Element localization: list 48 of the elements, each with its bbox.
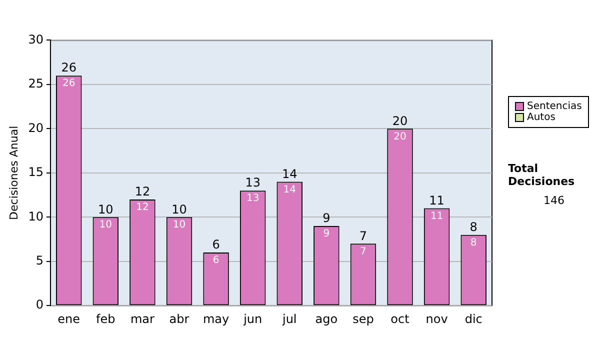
total-label: 13 <box>245 176 260 190</box>
text: Total Decisiones <box>508 162 576 188</box>
y-tick-label: 30 <box>28 32 44 46</box>
y-axis-title: Decisiones Anual <box>7 126 20 220</box>
data-label: 6 <box>212 255 220 266</box>
data-label: 13 <box>246 193 260 204</box>
legend-label: Autos <box>527 112 556 123</box>
total-label: 8 <box>470 220 478 234</box>
data-label: 20 <box>394 131 406 142</box>
x-tick-label: abr <box>169 312 190 326</box>
y-tick-label: 0 <box>36 298 44 312</box>
y-tick-label: 10 <box>28 209 44 224</box>
x-tick-label: may <box>202 312 230 326</box>
total-label: 20 <box>392 114 408 128</box>
data-label: 11 <box>430 210 444 222</box>
total-label: 14 <box>282 166 298 181</box>
data-label: 9 <box>323 228 330 240</box>
data-label: 14 <box>283 184 296 196</box>
y-tick-label: 20 <box>28 120 44 135</box>
x-tick-label: sep <box>352 312 374 326</box>
data-label: 10 <box>99 220 112 231</box>
y-tick-label: 25 <box>28 76 44 91</box>
x-tick-label: jul <box>281 312 297 326</box>
legend-label: Sentencias <box>527 101 582 112</box>
x-tick-label: mar <box>130 312 155 326</box>
total-label: 10 <box>172 202 187 216</box>
total-label: 12 <box>134 184 150 199</box>
x-tick-label: ene <box>58 312 80 326</box>
total-label: 7 <box>359 228 368 243</box>
data-label: 10 <box>172 220 186 231</box>
total-label: 26 <box>61 60 77 75</box>
data-label: 7 <box>360 246 366 258</box>
data-label: 26 <box>62 78 76 90</box>
x-tick-label: dic <box>464 312 482 326</box>
text: 146 <box>544 194 564 207</box>
x-tick-label: ago <box>315 312 338 326</box>
total-label: 10 <box>98 202 114 216</box>
total-label: 6 <box>212 238 220 252</box>
total-label: 9 <box>322 211 330 226</box>
y-tick-label: 5 <box>36 253 44 268</box>
x-tick-label: feb <box>96 312 116 326</box>
x-tick-label: oct <box>390 312 410 326</box>
y-tick-label: 15 <box>28 165 44 180</box>
total-label: 11 <box>429 193 444 208</box>
x-tick-label: jun <box>242 312 262 326</box>
data-label: 8 <box>470 237 477 248</box>
x-tick-label: nov <box>426 312 448 326</box>
data-label: 12 <box>136 202 149 214</box>
